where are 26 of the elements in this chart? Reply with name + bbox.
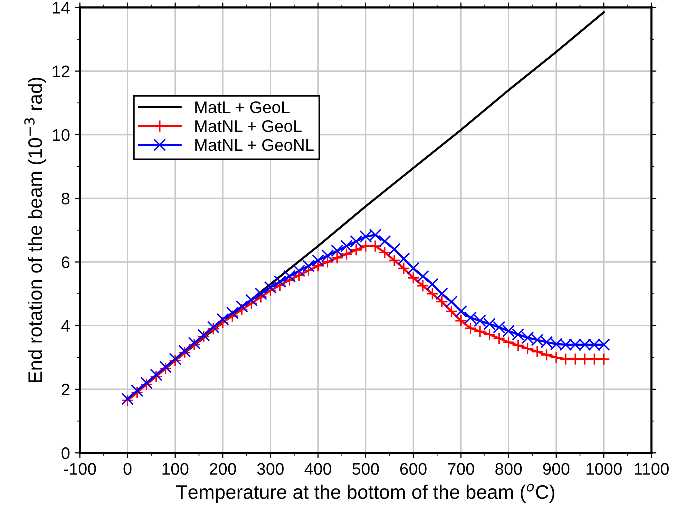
y-axis-title: End rotation of the beam (10$^{−3}$ rad) <box>24 78 46 382</box>
y-tick-label: 8 <box>62 192 70 205</box>
legend-label: MatL + GeoL <box>196 102 290 114</box>
y-tick-label: 10 <box>53 129 70 142</box>
x-tick-label: 400 <box>304 463 332 476</box>
x-tick-label: 800 <box>496 463 522 476</box>
x-tick-label: 600 <box>400 463 427 476</box>
x-tick-label: 1000 <box>586 463 622 476</box>
x-tick-label: 0 <box>124 463 132 476</box>
x-axis-title: Temperature at the bottom of the beam ($^{o}$C) <box>176 484 555 504</box>
x-tick-label: 100 <box>162 463 189 476</box>
y-tick-label: 0 <box>62 448 70 460</box>
x-tick-label: 1100 <box>635 463 669 476</box>
y-tick-label: 4 <box>62 320 70 332</box>
y-tick-label: 6 <box>62 256 70 268</box>
x-tick-label: -100 <box>64 463 96 476</box>
y-tick-label: 12 <box>53 66 70 78</box>
y-tick-label: 14 <box>53 2 70 14</box>
x-tick-label: 200 <box>210 463 236 476</box>
x-tick-label: 500 <box>352 463 380 476</box>
x-tick-label: 700 <box>448 463 474 476</box>
legend-label: MatNL + GeoL <box>196 120 302 132</box>
legend-label: MatNL + GeoNL <box>196 139 314 152</box>
x-tick-label: 900 <box>543 463 570 476</box>
y-tick-label: 2 <box>62 384 70 396</box>
x-tick-label: 300 <box>257 463 284 476</box>
